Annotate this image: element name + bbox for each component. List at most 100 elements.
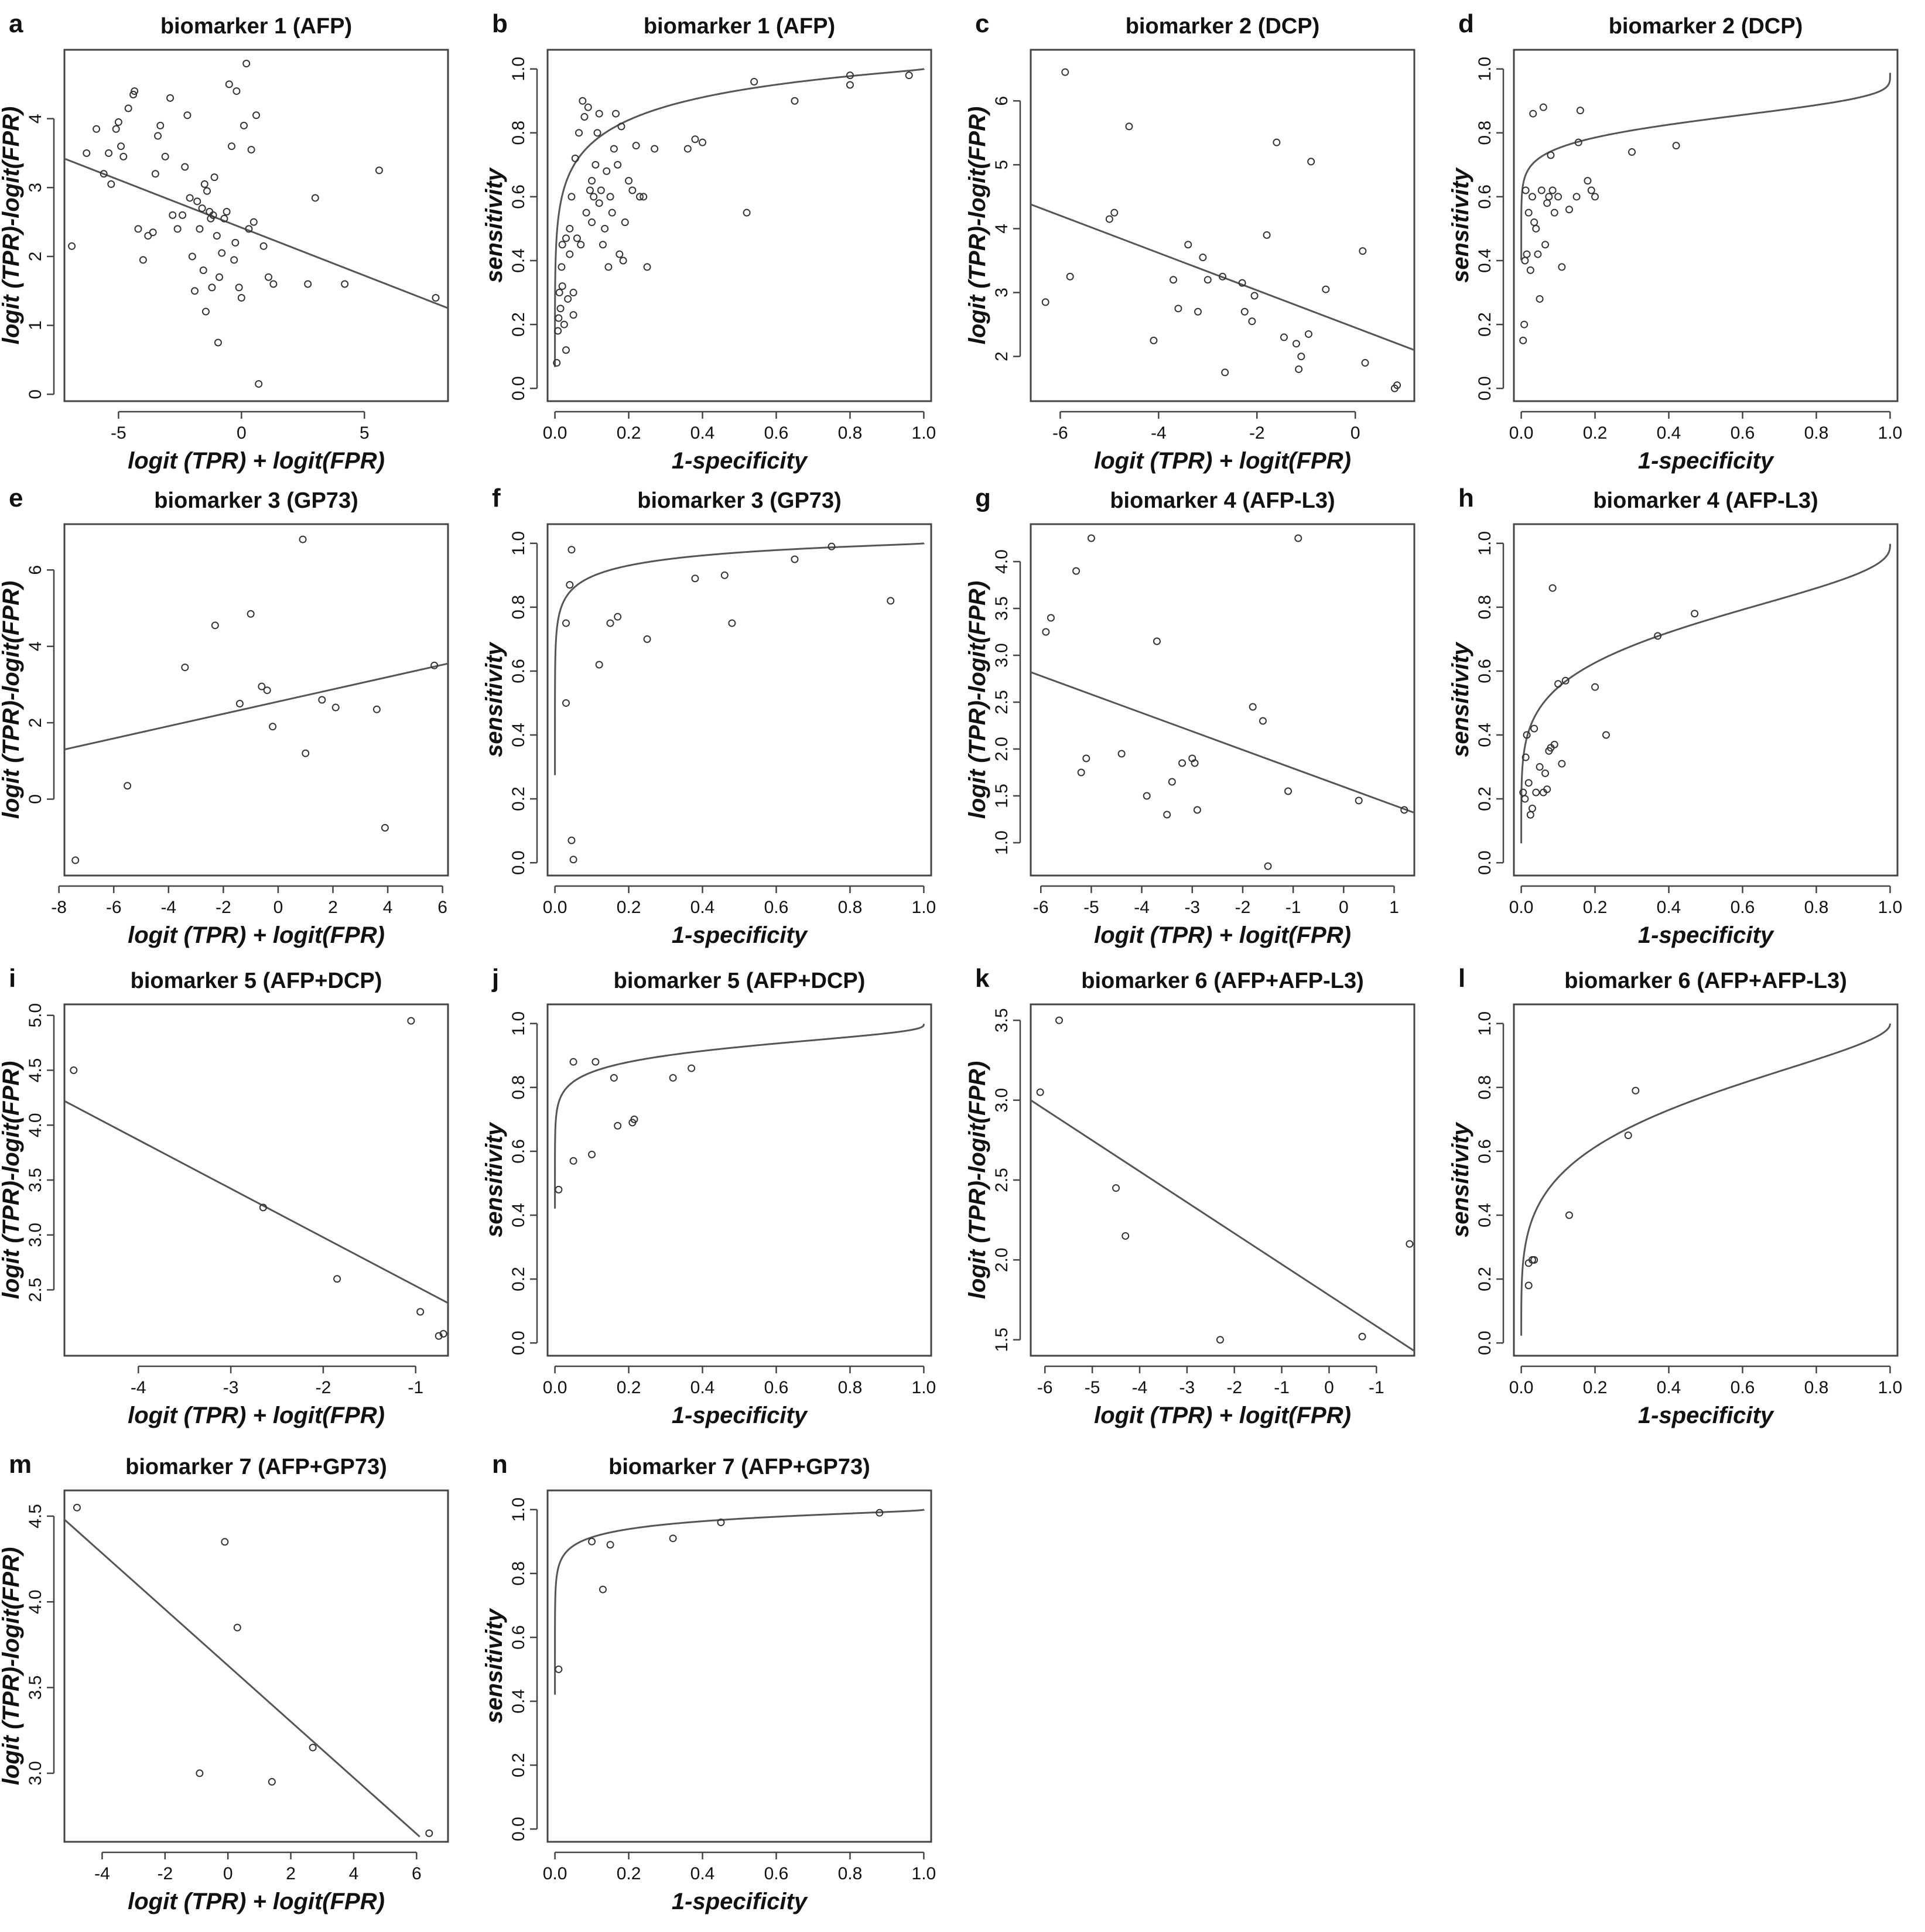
- data-point: [235, 283, 243, 292]
- panel-l: l biomarker 6 (AFP+AFP-L3) 0.0 0.2 0.4 0.6 0.8…: [1448, 964, 1902, 1428]
- data-point: [318, 696, 326, 704]
- y-axis-label: logit (TPR)-logit(FPR): [0, 1061, 24, 1300]
- panel-f: f biomarker 3 (GP73) 0.0 0.2 0.4 0.6 0.8 1.0 0.0…: [481, 484, 936, 948]
- panel-letter: j: [491, 964, 499, 993]
- data-point: [1122, 1232, 1130, 1240]
- y-tick-label: 1.0: [1475, 531, 1495, 556]
- y-tick-label: 3: [992, 288, 1011, 298]
- data-point: [463, 1116, 470, 1123]
- y-tick-label: 2: [26, 718, 45, 728]
- data-point: [555, 314, 563, 322]
- data-point: [1561, 676, 1570, 685]
- plot-marks: [1519, 73, 1891, 344]
- x-tick-label: 1.0: [1878, 898, 1903, 917]
- data-point: [112, 125, 120, 133]
- x-tick-label: -2: [157, 1864, 173, 1883]
- y-tick-label: 1.0: [509, 1497, 528, 1522]
- y-tick-label: 0.2: [1475, 1267, 1495, 1291]
- data-point: [173, 225, 182, 233]
- data-point: [1548, 186, 1557, 194]
- y-tick-label: 4: [26, 114, 45, 124]
- x-tick-label: -1: [1285, 898, 1301, 917]
- plot-frame: [63, 1003, 449, 1357]
- plot-frame: [1513, 523, 1899, 877]
- x-axis-label: logit (TPR) + logit(FPR): [128, 1889, 385, 1914]
- x-tick-label: 0.4: [1657, 1378, 1681, 1397]
- data-point: [846, 71, 854, 80]
- data-point: [1545, 193, 1553, 201]
- x-tick-label: -5: [1085, 1378, 1100, 1397]
- x-tick-label: -8: [51, 898, 67, 917]
- y-tick-label: 0.2: [509, 787, 528, 811]
- data-point: [630, 1115, 638, 1123]
- y-tick-label: 0.0: [1475, 850, 1495, 875]
- data-point: [264, 273, 272, 281]
- data-point: [555, 1665, 563, 1673]
- x-tick-label: -4: [1132, 1378, 1148, 1397]
- data-point: [617, 122, 625, 131]
- sroc-curve: [554, 542, 925, 775]
- data-point: [208, 283, 216, 292]
- data-point: [495, 1303, 502, 1309]
- plot-marks: [64, 1503, 433, 1838]
- data-point: [643, 263, 651, 271]
- data-point: [614, 1121, 622, 1130]
- data-point: [1355, 796, 1363, 805]
- plot-frame: [63, 49, 449, 402]
- y-tick-label: 1: [26, 320, 45, 330]
- regression-line: [64, 662, 448, 751]
- data-point: [1550, 740, 1558, 748]
- panel-k: k biomarker 6 (AFP+AFP-L3) -6 -5 -4 -3 -2 -1 0 -1…: [965, 964, 1415, 1428]
- data-point: [309, 1743, 317, 1752]
- data-point: [304, 280, 312, 288]
- data-point: [1654, 632, 1662, 640]
- panel-title: biomarker 7 (AFP+GP73): [125, 1455, 387, 1479]
- data-point: [1105, 215, 1113, 223]
- data-point: [216, 273, 224, 281]
- data-point: [593, 129, 601, 137]
- data-point: [231, 238, 240, 247]
- y-axis-label: logit (TPR)-logit(FPR): [0, 107, 24, 345]
- data-point: [263, 686, 271, 695]
- y-axis-label: logit (TPR)-logit(FPR): [965, 1061, 990, 1300]
- data-point: [553, 359, 561, 367]
- data-point: [1548, 584, 1557, 592]
- y-tick-label: 6: [992, 96, 1011, 106]
- data-point: [558, 263, 566, 271]
- data-point: [588, 177, 596, 185]
- data-point: [93, 125, 101, 133]
- data-point: [683, 145, 692, 153]
- regression-line: [64, 1100, 448, 1304]
- y-tick-label: 0.8: [509, 121, 528, 145]
- y-tick-label: 2: [992, 351, 1011, 361]
- regression-line: [64, 1519, 420, 1838]
- data-point: [846, 81, 854, 89]
- data-point: [1193, 806, 1201, 814]
- y-axis-label: logit (TPR)-logit(FPR): [0, 581, 24, 819]
- data-point: [1543, 785, 1551, 794]
- data-point: [555, 1185, 563, 1194]
- y-tick-label: 0.0: [509, 1331, 528, 1355]
- data-point: [203, 187, 211, 195]
- plot-frame: [1513, 1003, 1899, 1357]
- x-tick-label: 6: [412, 1864, 422, 1883]
- sroc-curve: [1520, 543, 1891, 844]
- x-tick-label: 1.0: [912, 423, 936, 443]
- data-point: [569, 1157, 577, 1165]
- data-point: [166, 94, 175, 102]
- y-tick-label: 0.8: [509, 595, 528, 620]
- data-point: [566, 250, 574, 258]
- data-point: [439, 1330, 447, 1338]
- data-point: [1536, 763, 1544, 771]
- data-point: [372, 705, 381, 713]
- x-tick-label: 0.8: [838, 1864, 863, 1883]
- x-tick-label: 1.0: [1878, 423, 1903, 443]
- data-point: [1541, 769, 1550, 777]
- data-point: [555, 289, 563, 297]
- x-tick-label: 0: [237, 423, 247, 443]
- data-point: [463, 1204, 470, 1211]
- y-tick-label: 0.8: [1475, 1075, 1495, 1100]
- data-point: [1125, 122, 1133, 131]
- data-point: [220, 214, 228, 223]
